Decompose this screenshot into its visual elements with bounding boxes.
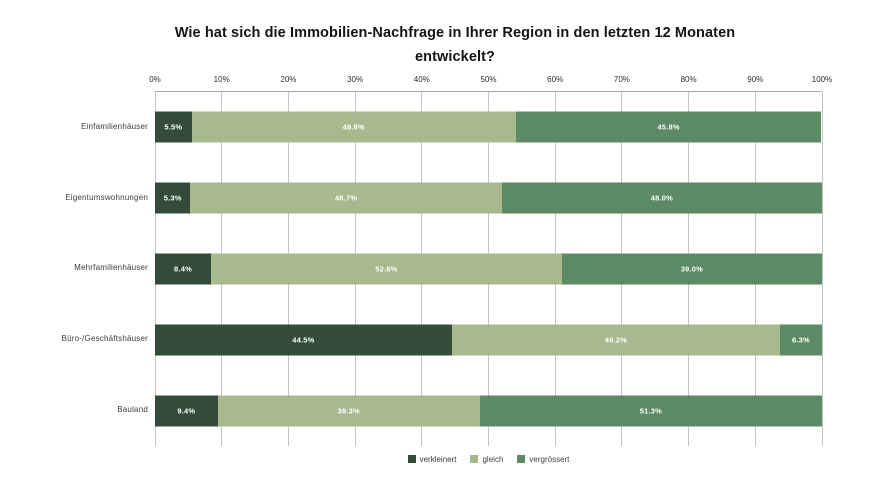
- bar-value-label: 8.4%: [174, 264, 192, 274]
- bar-segment-vergrössert: 6.3%: [779, 324, 822, 356]
- legend-label: verkleinert: [419, 454, 457, 464]
- category-labels: Einfamilienhäuser Eigentumswohnungen Mehrf…: [0, 91, 148, 445]
- legend-swatch-icon: [407, 455, 416, 463]
- bar-value-label: 44.5%: [292, 335, 315, 345]
- bar-value-label: 49.2%: [604, 335, 628, 345]
- bar-row: 5.5% 48.6% 45.8%: [155, 111, 822, 143]
- x-axis-tick-label: 10%: [213, 75, 230, 84]
- legend-swatch-icon: [517, 455, 526, 463]
- bar-row: 44.5% 49.2% 6.3%: [155, 324, 822, 356]
- x-axis-tick-label: 100%: [811, 75, 833, 84]
- bar-value-label: 52.6%: [375, 264, 398, 274]
- x-axis-tick-label: 20%: [280, 75, 297, 84]
- legend-label: vergrössert: [529, 454, 570, 464]
- x-axis-ticks: 0% 10% 20% 30% 40% 50% 60% 70% 80% 90% 100%: [149, 75, 832, 88]
- legend-item-vergrössert: vergrössert: [517, 455, 569, 464]
- bar-segment-vergrössert: 45.8%: [515, 111, 822, 143]
- x-axis-tick-label: 0%: [149, 75, 161, 84]
- bar-value-label: 45.8%: [657, 122, 680, 132]
- category-label: Einfamilienhäuser: [81, 121, 148, 131]
- bar-segment-verkleinert: 8.4%: [155, 253, 212, 285]
- chart-title: Wie hat sich die Immobilien-Nachfrage in…: [174, 25, 736, 65]
- bar-segment-gleich: 48.6%: [191, 111, 516, 143]
- bar-segment-verkleinert: 5.3%: [155, 182, 191, 214]
- bar-segment-verkleinert: 5.5%: [155, 111, 192, 143]
- category-label: Mehrfamilienhäuser: [74, 263, 148, 273]
- category-band: 44.5% 49.2% 6.3%: [155, 304, 822, 375]
- gridline: [821, 92, 823, 446]
- bar-segment-gleich: 49.2%: [451, 324, 780, 356]
- x-axis-tick-label: 40%: [413, 75, 430, 84]
- bar-value-label: 5.3%: [163, 193, 182, 203]
- x-axis-tick-label: 80%: [680, 75, 697, 84]
- legend-label: gleich: [482, 454, 504, 464]
- bar-value-label: 51.3%: [639, 406, 663, 416]
- bar-value-label: 6.3%: [792, 335, 810, 345]
- bar-segment-verkleinert: 44.5%: [155, 324, 452, 356]
- bar-value-label: 39.0%: [680, 264, 704, 274]
- category-label: Eigentumswohnungen: [65, 192, 148, 202]
- legend-item-verkleinert: verkleinert: [407, 454, 457, 464]
- category-band: 8.4% 52.6% 39.0%: [155, 234, 822, 305]
- legend-item-gleich: gleich: [470, 455, 503, 464]
- bar-row: 5.3% 46.7% 48.0%: [155, 182, 822, 214]
- bar-value-label: 48.6%: [342, 122, 365, 132]
- x-axis-tick-label: 90%: [747, 75, 764, 84]
- category-band: 5.5% 48.6% 45.8%: [155, 92, 822, 163]
- x-axis-tick-label: 70%: [613, 75, 630, 84]
- plot-area: 5.5% 48.6% 45.8% 5.3% 46.7% 48.0% 8.4% 52.6% 39.…: [154, 91, 823, 446]
- bar-segment-vergrössert: 51.3%: [479, 395, 822, 427]
- category-band: 9.4% 39.3% 51.3%: [155, 375, 822, 446]
- bar-value-label: 48.0%: [650, 193, 674, 203]
- bar-value-label: 5.5%: [164, 122, 183, 132]
- bar-segment-gleich: 52.6%: [211, 253, 562, 285]
- bar-value-label: 46.7%: [334, 193, 358, 203]
- bar-value-label: 39.3%: [337, 406, 360, 416]
- bar-segment-vergrössert: 48.0%: [501, 182, 822, 214]
- category-band: 5.3% 46.7% 48.0%: [155, 163, 822, 234]
- bar-row: 9.4% 39.3% 51.3%: [155, 395, 822, 427]
- bar-segment-vergrössert: 39.0%: [561, 253, 822, 285]
- x-axis-tick-label: 60%: [547, 75, 564, 84]
- category-label: Bauland: [117, 405, 148, 415]
- x-axis-tick-label: 30%: [347, 75, 364, 84]
- legend: verkleinert gleich vergrössert: [155, 452, 822, 466]
- legend-swatch-icon: [470, 455, 479, 463]
- x-axis-tick-label: 50%: [480, 75, 497, 84]
- category-label: Büro-/Geschäftshäuser: [61, 334, 148, 344]
- bar-value-label: 9.4%: [177, 406, 196, 416]
- bar-segment-gleich: 46.7%: [190, 182, 502, 214]
- bar-segment-gleich: 39.3%: [217, 395, 480, 427]
- bar-segment-verkleinert: 9.4%: [155, 395, 218, 427]
- bar-row: 8.4% 52.6% 39.0%: [155, 253, 822, 285]
